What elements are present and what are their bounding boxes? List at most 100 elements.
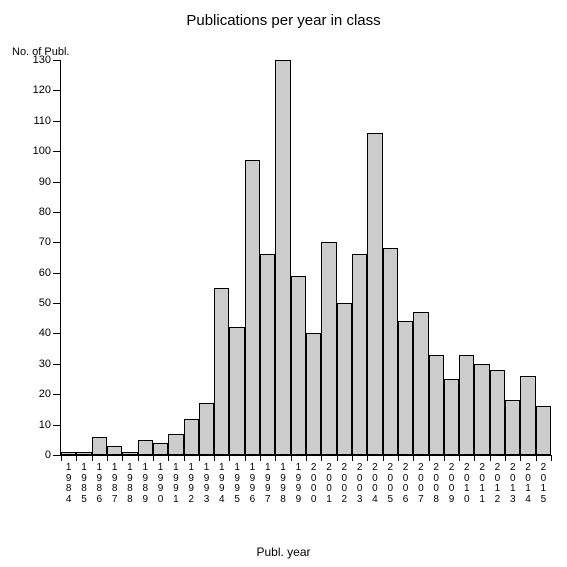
bar <box>321 242 336 455</box>
bar <box>505 400 520 455</box>
y-tick-label: 120 <box>33 84 51 96</box>
y-tick <box>53 303 61 304</box>
bar <box>490 370 505 455</box>
y-tick-label: 10 <box>39 419 51 431</box>
x-tick-label: 2 0 0 3 <box>355 463 365 505</box>
y-tick <box>53 151 61 152</box>
x-tick <box>444 455 445 461</box>
bar <box>413 312 428 455</box>
y-tick <box>53 394 61 395</box>
x-tick-label: 1 9 9 9 <box>293 463 303 505</box>
y-tick-label: 80 <box>39 206 51 218</box>
y-tick <box>53 182 61 183</box>
bar <box>352 254 367 455</box>
x-tick <box>398 455 399 461</box>
x-tick <box>413 455 414 461</box>
bar <box>107 446 122 455</box>
bar <box>245 160 260 455</box>
bar <box>291 276 306 455</box>
x-tick <box>505 455 506 461</box>
x-tick <box>168 455 169 461</box>
x-tick-label: 1 9 8 7 <box>110 463 120 505</box>
x-tick-label: 2 0 0 2 <box>339 463 349 505</box>
x-tick-label: 1 9 9 7 <box>263 463 273 505</box>
x-tick <box>321 455 322 461</box>
bar <box>444 379 459 455</box>
x-tick <box>291 455 292 461</box>
bar <box>61 452 76 455</box>
x-tick-label: 2 0 0 0 <box>309 463 319 505</box>
x-tick <box>520 455 521 461</box>
bar <box>260 254 275 455</box>
y-tick <box>53 242 61 243</box>
x-tick-label: 2 0 0 8 <box>431 463 441 505</box>
y-tick <box>53 364 61 365</box>
y-tick <box>53 333 61 334</box>
x-tick-label: 2 0 1 3 <box>508 463 518 505</box>
x-tick-label: 2 0 1 5 <box>538 463 548 505</box>
y-tick <box>53 212 61 213</box>
x-tick <box>92 455 93 461</box>
bar <box>474 364 489 455</box>
x-tick <box>214 455 215 461</box>
bar <box>536 406 551 455</box>
x-tick-label: 1 9 9 1 <box>171 463 181 505</box>
y-tick-label: 40 <box>39 327 51 339</box>
x-tick-label: 1 9 9 4 <box>217 463 227 505</box>
x-tick-label: 1 9 9 2 <box>186 463 196 505</box>
x-tick <box>107 455 108 461</box>
x-tick-label: 1 9 8 9 <box>140 463 150 505</box>
bar <box>138 440 153 455</box>
x-tick-label: 2 0 0 5 <box>385 463 395 505</box>
x-tick-label: 2 0 1 0 <box>462 463 472 505</box>
y-tick <box>53 121 61 122</box>
bar <box>337 303 352 455</box>
x-axis-label: Publ. year <box>0 545 567 559</box>
x-tick <box>199 455 200 461</box>
y-tick <box>53 425 61 426</box>
x-tick-label: 1 9 8 5 <box>79 463 89 505</box>
chart-title: Publications per year in class <box>0 12 567 29</box>
y-tick <box>53 90 61 91</box>
x-tick <box>61 455 62 461</box>
x-tick <box>184 455 185 461</box>
x-tick <box>459 455 460 461</box>
bar <box>520 376 535 455</box>
bar <box>199 403 214 455</box>
bar <box>383 248 398 455</box>
x-tick <box>383 455 384 461</box>
x-tick <box>429 455 430 461</box>
x-tick <box>352 455 353 461</box>
bar <box>153 443 168 455</box>
x-tick <box>122 455 123 461</box>
y-tick-label: 60 <box>39 267 51 279</box>
y-tick-label: 50 <box>39 297 51 309</box>
bar <box>168 434 183 455</box>
x-tick-label: 1 9 9 3 <box>201 463 211 505</box>
bar <box>367 133 382 455</box>
x-tick <box>337 455 338 461</box>
x-tick-label: 1 9 9 0 <box>156 463 166 505</box>
y-tick-label: 110 <box>33 115 51 127</box>
x-tick <box>474 455 475 461</box>
bar <box>76 452 91 455</box>
x-tick <box>306 455 307 461</box>
x-tick-label: 2 0 1 2 <box>492 463 502 505</box>
y-tick <box>53 455 61 456</box>
bar <box>459 355 474 455</box>
x-tick <box>138 455 139 461</box>
x-tick <box>76 455 77 461</box>
bar <box>275 60 290 455</box>
x-tick <box>490 455 491 461</box>
plot-area: 01020304050607080901001101201301 9 8 41 … <box>60 60 551 456</box>
x-tick-label: 1 9 8 4 <box>64 463 74 505</box>
publications-chart: Publications per year in class No. of Pu… <box>0 0 567 567</box>
y-tick-label: 70 <box>39 236 51 248</box>
bar <box>214 288 229 455</box>
x-tick <box>536 455 537 461</box>
x-tick-label: 1 9 9 6 <box>247 463 257 505</box>
bar <box>229 327 244 455</box>
bar <box>122 452 137 455</box>
x-tick <box>260 455 261 461</box>
x-tick-label: 1 9 9 5 <box>232 463 242 505</box>
